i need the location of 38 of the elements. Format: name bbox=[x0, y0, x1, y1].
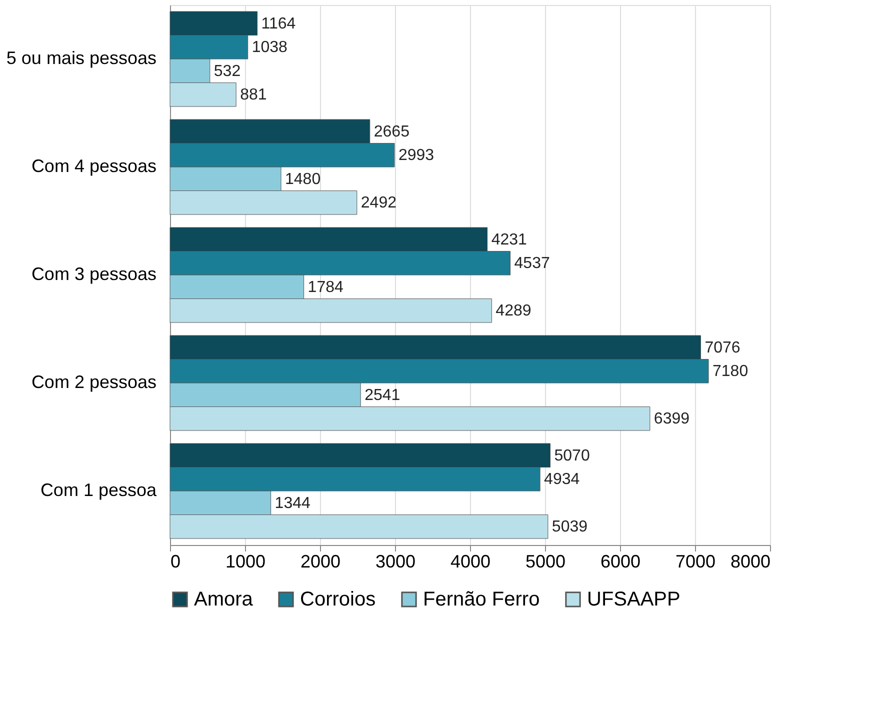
data-label: 4934 bbox=[544, 471, 580, 488]
data-label: 2665 bbox=[374, 123, 410, 140]
y-tick-label: Com 1 pessoa bbox=[40, 480, 158, 500]
data-label: 1784 bbox=[308, 278, 344, 296]
data-label: 2492 bbox=[360, 194, 397, 212]
x-tick-label: 6000 bbox=[600, 552, 641, 572]
data-label: 1164 bbox=[261, 15, 296, 32]
legend-label: Fernão Ferro bbox=[423, 588, 540, 610]
data-label: 4231 bbox=[491, 231, 528, 248]
data-label: 5070 bbox=[554, 447, 590, 464]
data-label: 881 bbox=[240, 86, 267, 104]
legend-label: UFSAAPP bbox=[587, 588, 680, 610]
data-label: 2541 bbox=[364, 386, 400, 404]
data-label: 5039 bbox=[552, 518, 588, 536]
y-tick-label: 5 ou mais pessoas bbox=[6, 48, 156, 68]
data-label: 7180 bbox=[712, 363, 748, 380]
data-label: 532 bbox=[214, 62, 241, 80]
x-tick-label: 2000 bbox=[300, 552, 341, 572]
legend-label: Amora bbox=[194, 588, 254, 610]
y-tick-label: Com 4 pessoas bbox=[31, 156, 156, 176]
data-label: 1344 bbox=[274, 494, 310, 512]
x-tick-label: 1000 bbox=[225, 552, 266, 572]
legend-label: Corroios bbox=[300, 588, 376, 610]
y-tick-label: Com 2 pessoas bbox=[31, 372, 156, 392]
y-tick-label: Com 3 pessoas bbox=[31, 264, 156, 284]
x-tick-label: 4000 bbox=[450, 552, 491, 572]
data-label: 7076 bbox=[704, 339, 740, 356]
data-label: 2993 bbox=[398, 147, 434, 164]
data-label: 1480 bbox=[285, 170, 321, 188]
data-label: 4289 bbox=[496, 302, 532, 320]
x-tick-label: 7000 bbox=[675, 552, 716, 572]
x-tick-label: 5000 bbox=[525, 552, 566, 572]
data-label: 1038 bbox=[252, 39, 288, 56]
data-label: 6399 bbox=[654, 410, 690, 428]
x-tick-label: 8000 bbox=[730, 552, 770, 572]
data-label: 4537 bbox=[514, 255, 550, 272]
x-tick-label: 0 bbox=[170, 552, 181, 572]
x-tick-label: 3000 bbox=[375, 552, 416, 572]
